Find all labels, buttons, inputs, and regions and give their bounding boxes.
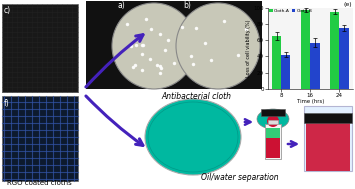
Bar [268,120,278,124]
Ellipse shape [267,115,279,127]
Bar [86,1,262,89]
Text: c): c) [4,6,11,15]
Text: Antibacterial cloth: Antibacterial cloth [161,92,231,101]
Bar [272,36,281,89]
X-axis label: Time (hrs): Time (hrs) [296,99,324,104]
Ellipse shape [176,3,260,89]
Bar [304,113,352,123]
Bar [266,128,280,138]
Text: Oil/water separation: Oil/water separation [201,173,279,182]
Bar [265,124,281,159]
Ellipse shape [112,3,196,89]
Text: RGO coated cloths: RGO coated cloths [7,180,71,186]
Text: f): f) [4,99,10,108]
Text: (e): (e) [344,2,353,7]
Bar [330,12,339,89]
Y-axis label: Loss of cell viability (%): Loss of cell viability (%) [246,19,251,77]
Bar [339,28,349,89]
Bar [306,123,350,171]
Bar [281,55,290,89]
Ellipse shape [145,99,241,175]
Bar [304,106,352,171]
Text: a): a) [117,1,125,10]
Bar [310,43,320,89]
Bar [2,96,78,181]
Legend: Cloth-A, Cloth-B: Cloth-A, Cloth-B [269,9,313,13]
Ellipse shape [257,109,289,129]
Bar [266,138,280,158]
Bar [301,10,310,89]
Bar [2,4,78,92]
Bar [261,109,285,116]
Text: b): b) [183,1,191,10]
